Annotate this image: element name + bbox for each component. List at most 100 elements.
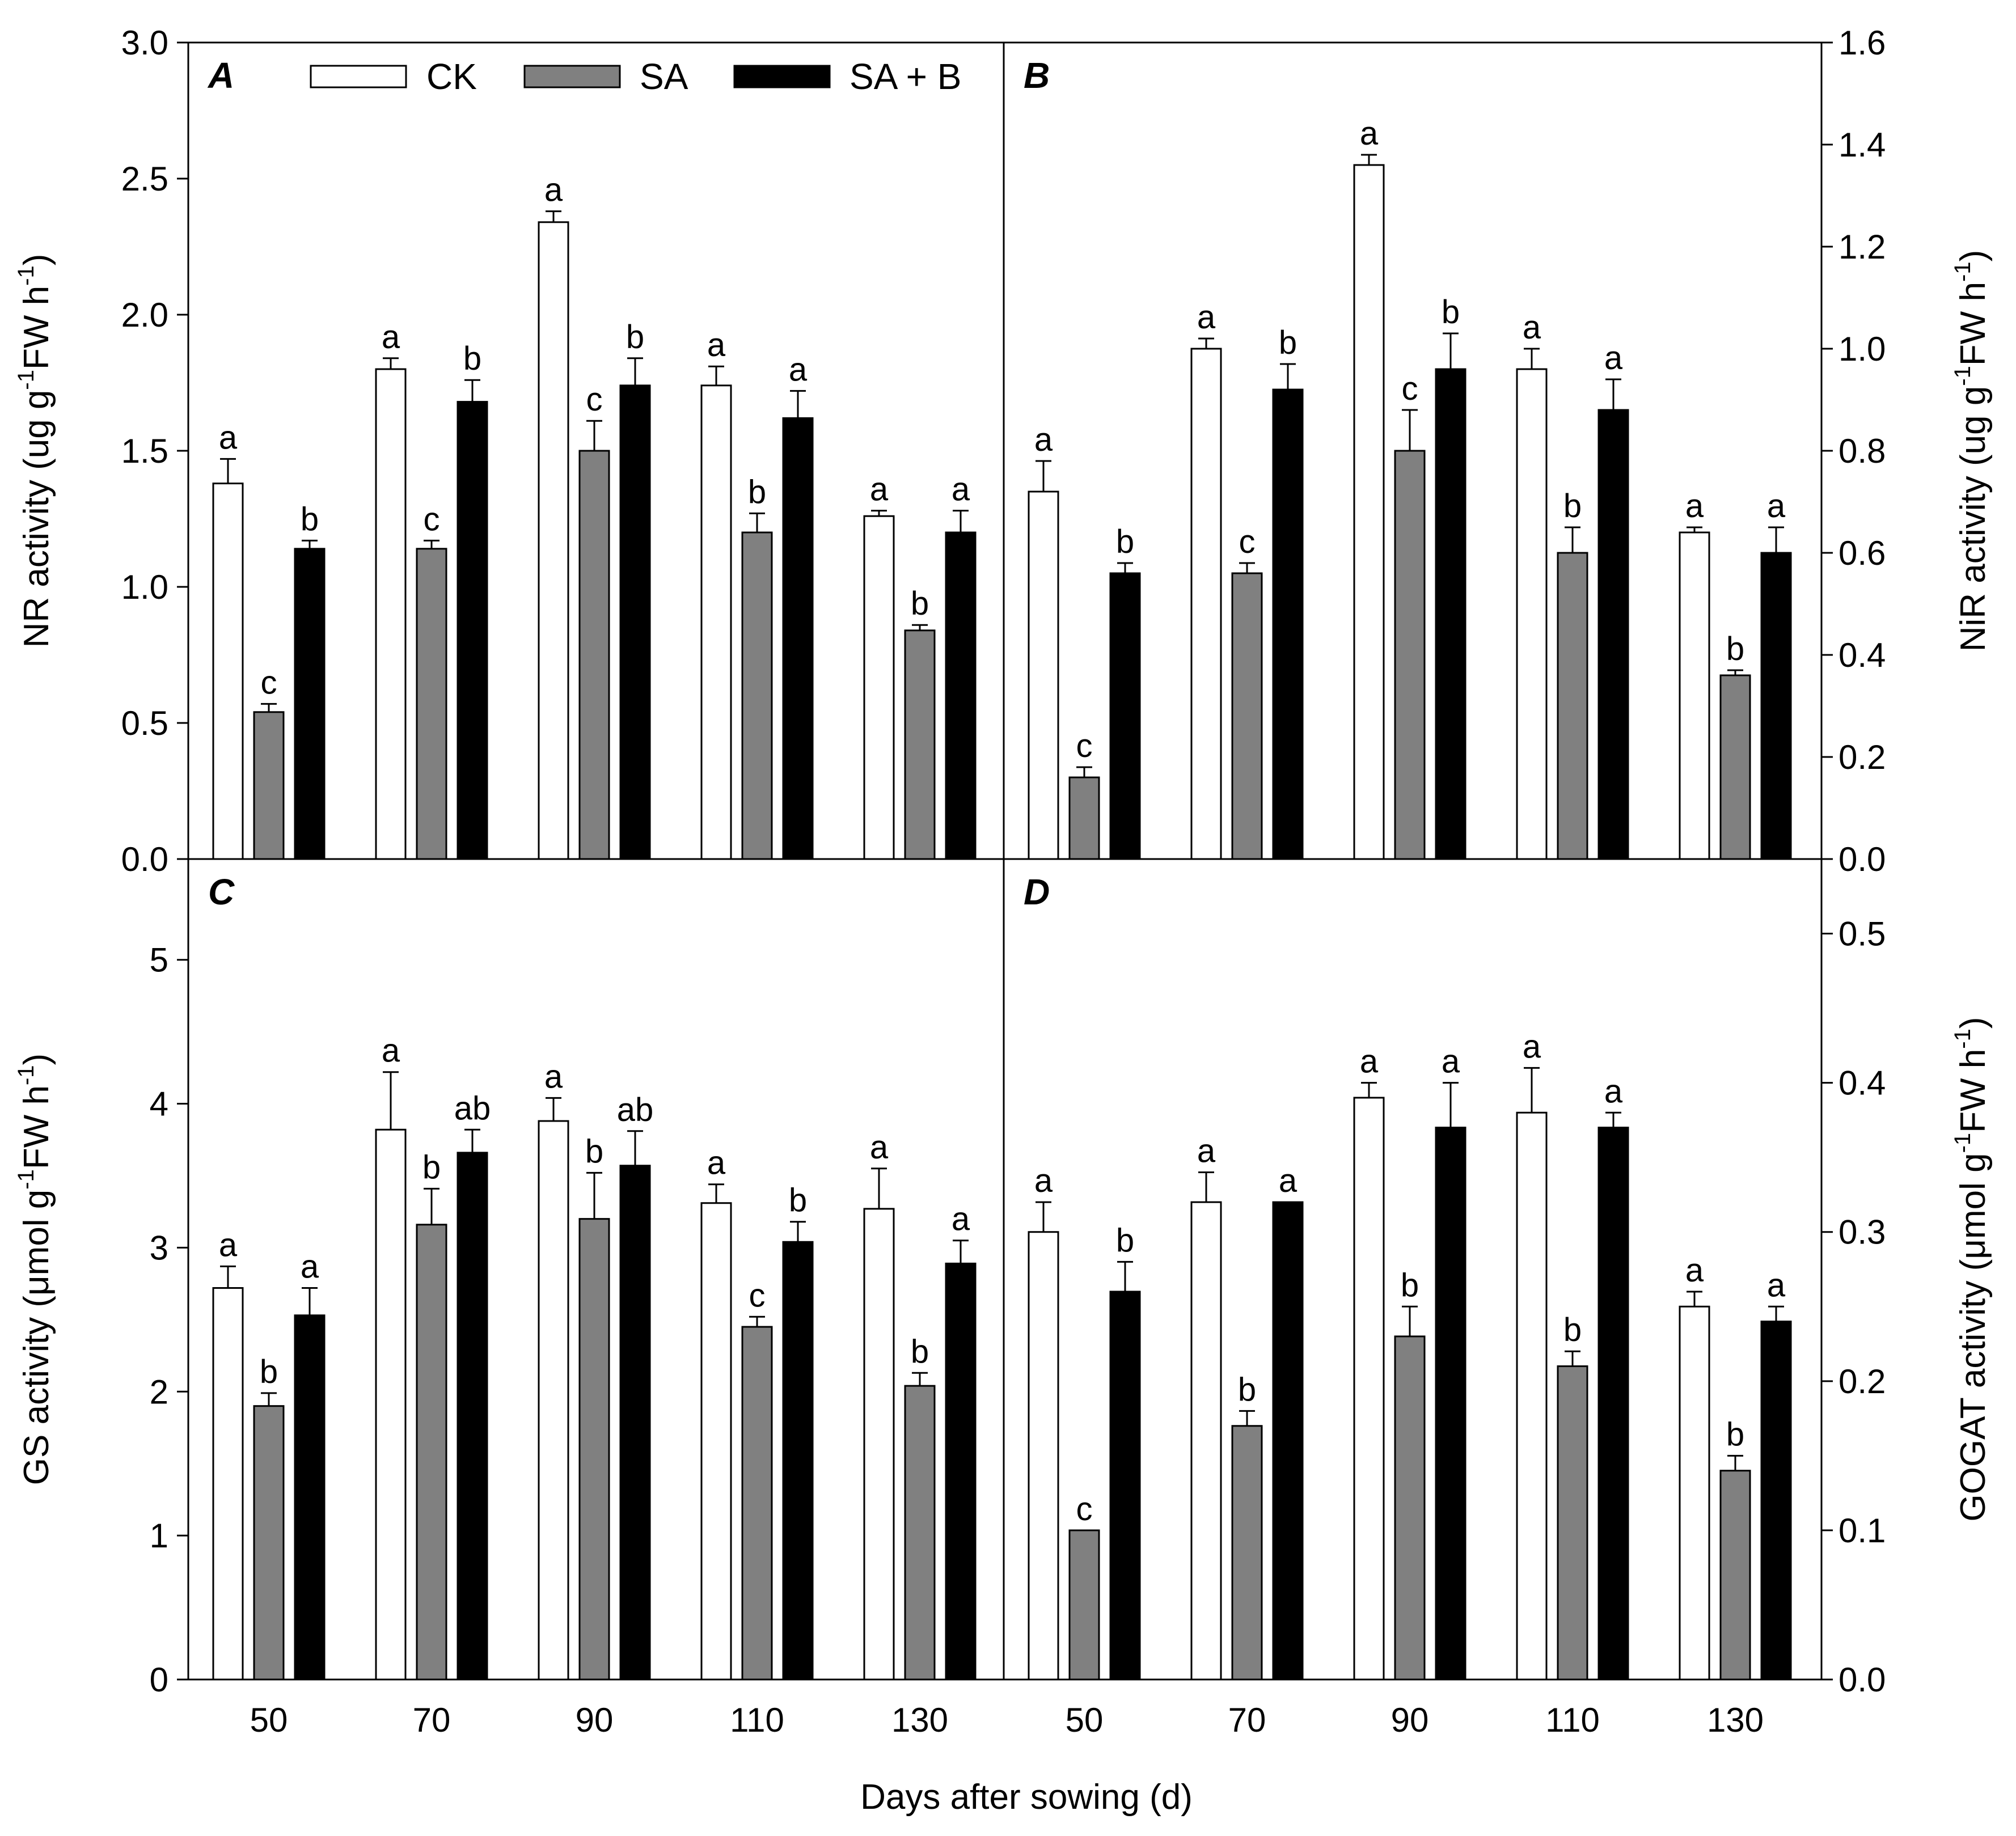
significance-letter: a [1197,1132,1216,1169]
y-axis-title-superscript: -1 [1950,366,1975,386]
bar-d-ck-90 [1353,1097,1385,1681]
y-tick-label: 2.0 [121,296,168,334]
plot-frame [187,41,1823,1681]
panel-letter-d: D [1024,872,1050,912]
panel-b: B 0.0 0.2 0.4 0.6 0.8 1.0 1.2 1.4 1.6 NiR activity… [1024,24,1993,878]
legend-label-ck: CK [426,56,477,97]
significance-letter: a [544,1058,563,1095]
y-tick-label: 0.4 [1839,636,1886,674]
y-tick-label: 1 [150,1517,168,1555]
x-tick-label: 110 [730,1701,784,1739]
bar-a-sab-70 [457,401,488,860]
bar-d-sa-90 [1394,1335,1426,1681]
x-axis-title: Days after sowing (d) [860,1778,1193,1817]
significance-letter: b [1116,1222,1134,1259]
y-tick-label: 1.5 [121,432,168,470]
bar-d-sab-70 [1272,1201,1304,1681]
y-axis-title-text: GS activity (μmol g [17,1190,56,1486]
y-axis-title-b: NiR activity (ug g-1FW h-1) [1950,250,1993,652]
bar-b-sab-130 [1760,552,1792,860]
chart-marks: A0.00.51.01.52.02.53.0NR activity (ug g-… [14,24,1993,1739]
bar-c-ck-70 [375,1128,407,1681]
bar-b-sab-70 [1272,388,1304,860]
bar-d-sa-110 [1557,1365,1588,1681]
significance-letter: a [870,471,889,508]
bar-c-ck-130 [863,1208,895,1681]
significance-letter: a [1442,1043,1460,1080]
significance-letter: a [1685,1252,1704,1289]
bar-c-sa-130 [904,1385,936,1681]
y-axis-title-superscript: -1 [14,1169,39,1190]
bar-b-ck-50 [1028,490,1059,860]
x-tick-label: 50 [250,1701,288,1739]
y-tick-label: 3.0 [121,24,168,62]
y-tick-label: 0.8 [1839,432,1886,470]
y-axis-title-text: ) [1954,1017,1993,1029]
significance-letter: c [424,501,440,538]
bar-d-ck-70 [1190,1201,1222,1681]
bar-a-ck-70 [375,368,407,860]
significance-letter: b [1726,1416,1744,1453]
y-axis-title-a: NR activity (ug g-1FW h-1) [14,254,56,648]
significance-letter: a [707,1145,726,1182]
y-axis-title-superscript: -1 [1950,1029,1975,1049]
bar-d-ck-50 [1028,1231,1059,1681]
bar-d-ck-130 [1679,1305,1710,1681]
legend-swatch-ck [310,65,407,88]
significance-letter: b [1563,488,1582,524]
significance-letter: b [1726,631,1744,667]
significance-letter: a [1767,1267,1786,1304]
legend-swatch-sa [523,65,621,88]
significance-letter: b [626,319,644,356]
significance-letter: a [1767,488,1786,524]
bar-a-sa-110 [741,531,773,860]
panel-letter-c: C [208,872,235,912]
y-tick-label: 3 [150,1229,168,1267]
y-axis-title-text: ) [1954,250,1993,262]
significance-letter: a [870,1129,889,1166]
significance-letter: a [219,419,238,456]
x-tick-label: 70 [1228,1701,1266,1739]
significance-letter: a [1523,1028,1541,1065]
significance-letter: b [1401,1267,1419,1304]
y-axis-title-text: FW h [17,286,56,370]
significance-letter: a [1034,1162,1053,1199]
bar-a-sa-130 [904,629,936,860]
y-axis-title-text: FW h [1954,282,1993,366]
y-tick-label: 0.5 [1839,915,1886,953]
significance-letter: b [463,340,481,377]
significance-letter: c [749,1277,766,1314]
bar-b-sab-50 [1109,572,1141,860]
bar-d-sab-90 [1435,1127,1466,1681]
x-tick-label: 90 [576,1701,614,1739]
bar-c-sa-70 [416,1224,447,1681]
bar-b-sa-70 [1231,572,1263,860]
significance-letter: a [1685,488,1704,524]
bar-b-sab-110 [1597,409,1629,860]
panel-a: A0.00.51.01.52.02.53.0NR activity (ug g-… [14,24,977,878]
bar-c-sab-130 [945,1262,977,1681]
y-axis-title-text: NR activity (ug g [17,390,56,648]
bar-a-sab-110 [782,417,814,860]
bar-a-ck-90 [538,221,569,860]
legend-label-sab: SA + B [849,56,961,97]
significance-letter: b [1116,523,1134,560]
y-axis-title-text: NiR activity (ug g [1954,386,1993,652]
y-tick-label: 4 [150,1085,168,1123]
bar-a-sa-50 [253,711,285,860]
bar-b-ck-110 [1516,368,1548,860]
bar-b-sa-130 [1719,674,1751,860]
panel-d: D 0.0 0.1 0.2 0.3 0.4 0.5 GOGAT activity (μmol … [1024,872,1993,1739]
x-tick-label: 90 [1391,1701,1429,1739]
bar-a-ck-50 [212,483,244,860]
bar-b-sab-90 [1435,368,1466,860]
bar-a-sa-90 [578,450,610,860]
bar-a-sa-70 [416,548,447,860]
y-tick-label: 1.0 [121,568,168,606]
y-tick-label: 2 [150,1373,168,1411]
y-tick-label: 0.6 [1839,534,1886,572]
y-tick-label: 0.4 [1839,1064,1886,1102]
significance-letter: a [1279,1162,1297,1199]
